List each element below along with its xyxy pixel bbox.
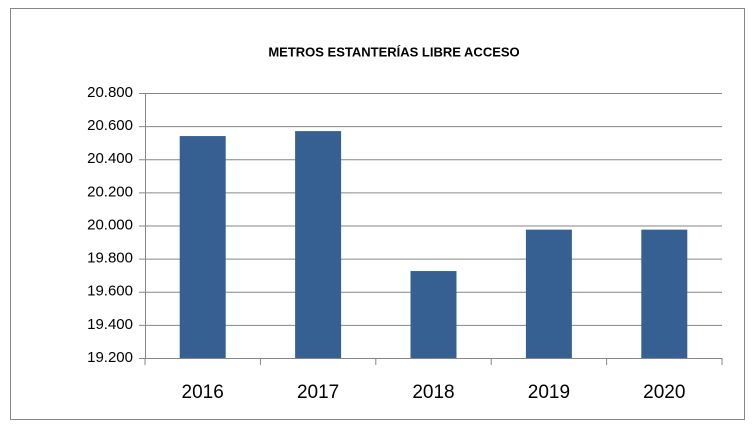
y-tick-label: 19.600: [87, 283, 133, 300]
x-tick-label: 2020: [643, 382, 685, 403]
y-tick-label: 19.200: [87, 349, 133, 366]
y-tick-label: 20.800: [87, 84, 133, 101]
x-tick-label: 2017: [297, 382, 339, 403]
x-tick-label: 2016: [182, 382, 224, 403]
bar: [410, 271, 457, 358]
x-tick-label: 2019: [528, 382, 570, 403]
y-tick-label: 19.400: [87, 316, 133, 333]
chart-title: METROS ESTANTERÍAS LIBRE ACCESO: [268, 44, 519, 59]
y-tick-label: 20.200: [87, 183, 133, 200]
y-tick-label: 19.800: [87, 250, 133, 267]
y-tick-label: 20.400: [87, 150, 133, 167]
bar: [295, 131, 342, 358]
bar: [179, 136, 226, 358]
bar: [641, 229, 688, 358]
y-tick-label: 20.000: [87, 216, 133, 233]
chart-frame: [10, 8, 745, 420]
y-tick-label: 20.600: [87, 117, 133, 134]
bar: [525, 229, 572, 358]
x-tick-label: 2018: [412, 382, 454, 403]
